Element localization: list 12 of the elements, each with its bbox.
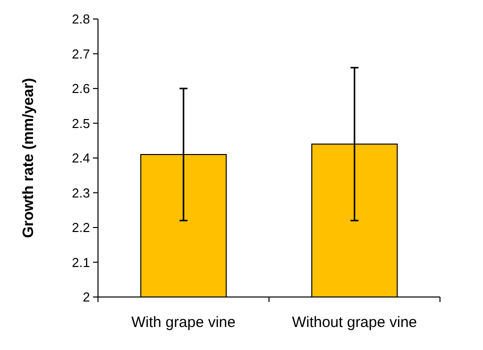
- x-tick-label: With grape vine: [131, 314, 236, 331]
- y-tick-label: 2.7: [72, 46, 90, 62]
- y-tick-label: 2.1: [72, 254, 90, 270]
- y-tick-label: 2.5: [72, 116, 90, 131]
- y-tick-label: 2.8: [72, 12, 90, 27]
- y-axis-title: Growth rate (mm/year): [20, 78, 37, 238]
- y-tick-label: 2.4: [72, 150, 90, 166]
- y-tick-label: 2.3: [72, 185, 90, 200]
- y-tick-label: 2: [82, 290, 90, 305]
- y-tick-label: 2.2: [72, 220, 90, 236]
- x-tick-label: Without grape vine: [292, 314, 418, 331]
- y-tick-label: 2.6: [72, 81, 90, 96]
